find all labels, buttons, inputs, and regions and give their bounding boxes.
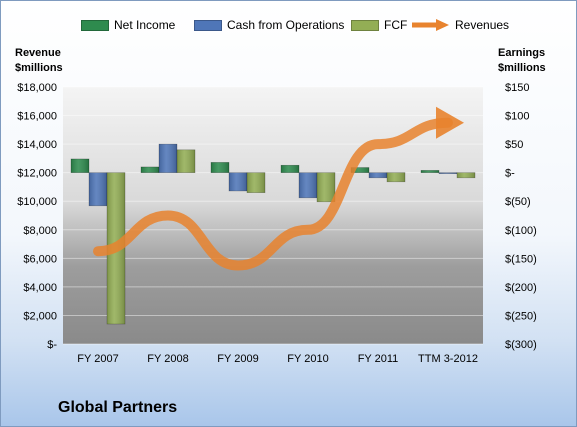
gridlines	[63, 86, 483, 345]
bar-shade	[141, 166, 159, 173]
legend-label-revenues: Revenues	[455, 18, 510, 32]
category-label: FY 2009	[217, 353, 258, 365]
legend-item-revenues: Revenues	[410, 15, 509, 35]
left-axis-title-line-2: $millions	[15, 62, 63, 74]
bar-shade	[281, 165, 299, 173]
left-tick-label: $14,000	[17, 139, 57, 151]
left-tick-label: $4,000	[23, 282, 57, 294]
left-tick-label: $12,000	[17, 168, 57, 180]
revenues-arrow-icon	[412, 19, 449, 31]
bar-shade	[71, 158, 89, 173]
left-axis-title-line-1: Revenue	[15, 47, 61, 59]
left-tick-label: $10,000	[17, 196, 57, 208]
bar-shade	[247, 172, 265, 193]
revenue-line	[93, 106, 464, 271]
right-tick-label: $150	[505, 82, 529, 94]
right-axis-title-line-1: Earnings	[498, 47, 546, 59]
legend-item-cfo: Cash from Operations	[194, 15, 344, 35]
left-tick-label: $6,000	[23, 253, 57, 265]
left-tick-label: $18,000	[17, 82, 57, 94]
category-labels: FY 2007 FY 2008 FY 2009 FY 2010 FY 2011 TTM 3…	[77, 353, 478, 365]
legend-label-fcf: FCF	[384, 18, 408, 32]
right-tick-label: $50	[505, 139, 523, 151]
right-tick-label: $(250)	[505, 310, 537, 322]
left-tick-label: $2,000	[23, 310, 57, 322]
category-label: FY 2010	[287, 353, 328, 365]
bar-shade	[229, 172, 247, 191]
bar-shade	[89, 172, 107, 206]
bar-shade	[351, 167, 369, 173]
right-tick-label: $(300)	[505, 339, 537, 351]
legend-item-net-income: Net Income	[81, 15, 175, 35]
category-label: FY 2011	[358, 353, 399, 365]
right-axis-ticks: $150 $100 $50 $- $(50) $(100) $(150) $(200) $(25…	[505, 82, 537, 351]
company-name: Global Partners	[58, 399, 178, 416]
right-axis-title: Earnings $millions	[498, 46, 546, 76]
legend-label-cfo: Cash from Operations	[227, 18, 345, 32]
fcf-swatch	[351, 19, 379, 31]
right-tick-label: $(100)	[505, 225, 537, 237]
left-tick-label: $16,000	[17, 111, 57, 123]
category-label: TTM 3-2012	[418, 353, 478, 365]
right-tick-label: $(50)	[505, 196, 531, 208]
left-tick-label: $-	[47, 339, 57, 351]
revenue-arrowhead	[436, 106, 464, 139]
left-axis-title: Revenue $millions	[15, 46, 63, 76]
bar-shade	[369, 172, 387, 178]
bar-shade	[159, 144, 177, 173]
bar-shade	[421, 170, 439, 173]
right-tick-label: $-	[505, 168, 515, 180]
revenue-series-line	[93, 117, 453, 271]
bar-shade	[299, 172, 317, 198]
cfo-swatch	[194, 19, 222, 31]
right-axis-title-line-2: $millions	[498, 62, 546, 74]
right-tick-label: $(200)	[505, 282, 537, 294]
category-label: FY 2007	[77, 353, 118, 365]
bar-shade	[387, 172, 405, 182]
legend-item-fcf: FCF	[351, 15, 407, 35]
legend-label-net-income: Net Income	[114, 18, 176, 32]
right-tick-label: $100	[505, 111, 529, 123]
bar-shade	[177, 149, 195, 173]
bar-shade	[457, 172, 475, 178]
left-tick-label: $8,000	[23, 225, 57, 237]
legend: Net Income Cash from Operations FCF Reve…	[1, 15, 576, 35]
bar-shade	[317, 172, 335, 202]
net-income-swatch	[81, 19, 109, 31]
right-tick-label: $(150)	[505, 253, 537, 265]
bar-shade	[439, 172, 457, 174]
category-label: FY 2008	[147, 353, 188, 365]
left-axis-ticks: $- $2,000 $4,000 $6,000 $8,000 $10,000 $12,000…	[17, 82, 57, 351]
bar-shade	[211, 162, 229, 173]
